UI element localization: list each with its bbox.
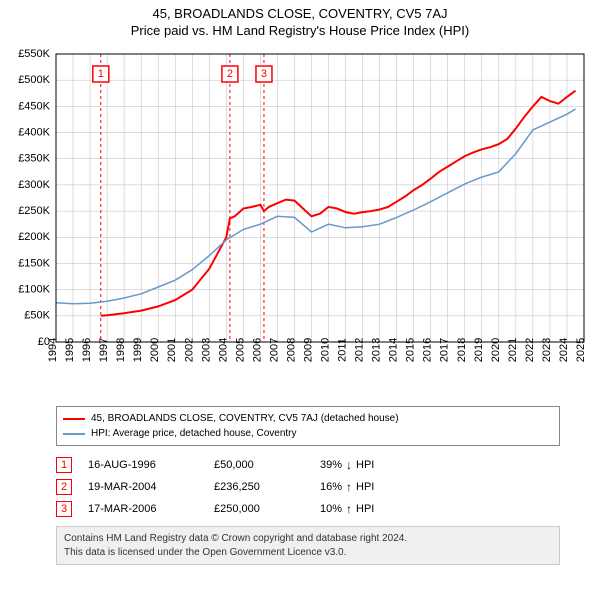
title-block: 45, BROADLANDS CLOSE, COVENTRY, CV5 7AJ … (0, 0, 600, 42)
svg-text:2008: 2008 (285, 338, 297, 362)
event-diff-pct: 10% (320, 503, 342, 515)
legend-label: HPI: Average price, detached house, Cove… (91, 426, 297, 441)
event-date: 16-AUG-1996 (88, 459, 198, 471)
event-row: 2 19-MAR-2004 £236,250 16% ↑ HPI (56, 476, 560, 498)
svg-text:2004: 2004 (217, 338, 229, 362)
event-marker: 2 (56, 479, 72, 495)
footer-line-1: Contains HM Land Registry data © Crown c… (64, 532, 552, 546)
svg-text:2010: 2010 (320, 338, 332, 362)
svg-text:2023: 2023 (541, 338, 553, 362)
events-table: 1 16-AUG-1996 £50,000 39% ↓ HPI 2 19-MAR-2004 £2… (56, 454, 560, 520)
chart-container: 45, BROADLANDS CLOSE, COVENTRY, CV5 7AJ … (0, 0, 600, 590)
svg-text:£550K: £550K (18, 48, 50, 60)
event-price: £250,000 (214, 503, 304, 515)
chart-svg: £0£50K£100K£150K£200K£250K£300K£350K£400… (0, 42, 600, 402)
svg-text:2019: 2019 (473, 338, 485, 362)
arrow-down-icon: ↓ (346, 459, 352, 471)
event-diff-pct: 16% (320, 481, 342, 493)
event-diff: 10% ↑ HPI (320, 503, 374, 515)
legend-label: 45, BROADLANDS CLOSE, COVENTRY, CV5 7AJ … (91, 411, 399, 426)
event-marker: 3 (56, 501, 72, 517)
svg-text:1996: 1996 (81, 338, 93, 362)
svg-text:2016: 2016 (422, 338, 434, 362)
svg-text:2018: 2018 (456, 338, 468, 362)
event-diff-pct: 39% (320, 459, 342, 471)
svg-text:2014: 2014 (388, 338, 400, 362)
arrow-up-icon: ↑ (346, 481, 352, 493)
svg-text:£50K: £50K (24, 310, 50, 322)
footer-note: Contains HM Land Registry data © Crown c… (56, 526, 560, 565)
svg-text:£450K: £450K (18, 100, 50, 112)
svg-text:£300K: £300K (18, 179, 50, 191)
event-date: 17-MAR-2006 (88, 503, 198, 515)
svg-text:1999: 1999 (132, 338, 144, 362)
svg-text:2007: 2007 (268, 338, 280, 362)
event-price: £50,000 (214, 459, 304, 471)
svg-text:2022: 2022 (524, 338, 536, 362)
svg-text:2025: 2025 (575, 338, 587, 362)
svg-text:2000: 2000 (149, 338, 161, 362)
legend-swatch (63, 433, 85, 435)
legend-item: HPI: Average price, detached house, Cove… (63, 426, 553, 441)
svg-text:1994: 1994 (47, 338, 59, 362)
event-date: 19-MAR-2004 (88, 481, 198, 493)
footer-line-2: This data is licensed under the Open Gov… (64, 546, 552, 560)
svg-text:2005: 2005 (234, 338, 246, 362)
svg-text:1995: 1995 (64, 338, 76, 362)
legend-swatch (63, 418, 85, 420)
series-hpi (56, 109, 576, 304)
svg-text:1: 1 (98, 68, 104, 80)
svg-text:£500K: £500K (18, 74, 50, 86)
svg-text:2015: 2015 (405, 338, 417, 362)
event-row: 3 17-MAR-2006 £250,000 10% ↑ HPI (56, 498, 560, 520)
svg-text:£200K: £200K (18, 231, 50, 243)
svg-text:2024: 2024 (558, 338, 570, 362)
chart-subtitle: Price paid vs. HM Land Registry's House … (0, 23, 600, 38)
svg-text:£250K: £250K (18, 205, 50, 217)
svg-text:2006: 2006 (251, 338, 263, 362)
chart-area: £0£50K£100K£150K£200K£250K£300K£350K£400… (0, 42, 600, 402)
arrow-up-icon: ↑ (346, 503, 352, 515)
event-price: £236,250 (214, 481, 304, 493)
svg-text:2: 2 (227, 68, 233, 80)
svg-text:£100K: £100K (18, 284, 50, 296)
svg-text:2017: 2017 (439, 338, 451, 362)
legend-item: 45, BROADLANDS CLOSE, COVENTRY, CV5 7AJ … (63, 411, 553, 426)
chart-title: 45, BROADLANDS CLOSE, COVENTRY, CV5 7AJ (0, 6, 600, 21)
svg-text:2021: 2021 (507, 338, 519, 362)
svg-text:2002: 2002 (183, 338, 195, 362)
event-diff-suffix: HPI (356, 503, 374, 515)
event-diff: 39% ↓ HPI (320, 459, 374, 471)
legend: 45, BROADLANDS CLOSE, COVENTRY, CV5 7AJ … (56, 406, 560, 446)
svg-text:2020: 2020 (490, 338, 502, 362)
svg-text:2012: 2012 (354, 338, 366, 362)
event-diff-suffix: HPI (356, 459, 374, 471)
svg-text:1998: 1998 (115, 338, 127, 362)
svg-text:1997: 1997 (98, 338, 110, 362)
event-marker: 1 (56, 457, 72, 473)
svg-text:2003: 2003 (200, 338, 212, 362)
svg-text:£350K: £350K (18, 153, 50, 165)
svg-text:2009: 2009 (302, 338, 314, 362)
svg-text:£400K: £400K (18, 126, 50, 138)
event-diff-suffix: HPI (356, 481, 374, 493)
svg-text:2001: 2001 (166, 338, 178, 362)
event-diff: 16% ↑ HPI (320, 481, 374, 493)
svg-text:3: 3 (261, 68, 267, 80)
svg-text:£150K: £150K (18, 257, 50, 269)
event-row: 1 16-AUG-1996 £50,000 39% ↓ HPI (56, 454, 560, 476)
svg-text:2013: 2013 (371, 338, 383, 362)
